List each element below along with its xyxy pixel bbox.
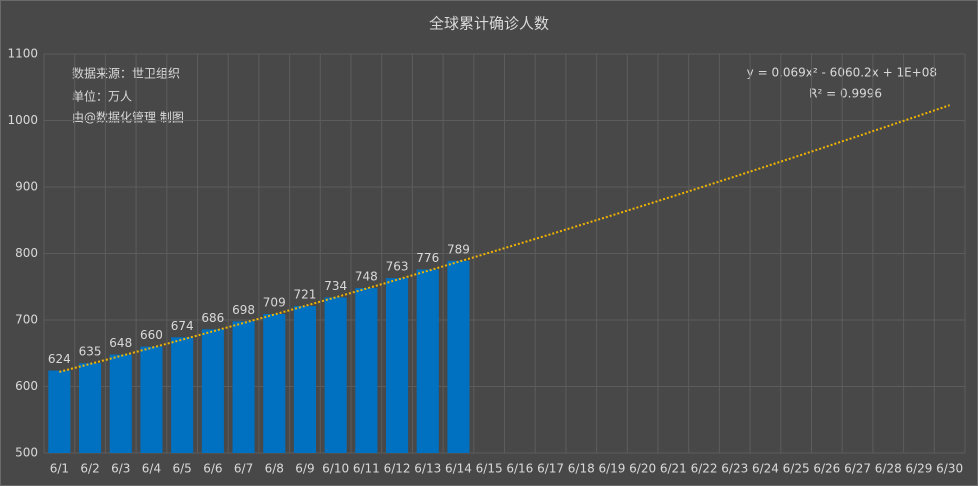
- x-tick-label: 6/5: [172, 462, 191, 476]
- bar: [355, 288, 378, 453]
- x-tick-label: 6/3: [111, 462, 130, 476]
- bar: [78, 363, 102, 453]
- data-label: 776: [416, 251, 439, 265]
- bar: [263, 314, 286, 453]
- data-label: 748: [355, 270, 378, 284]
- data-label: 648: [109, 336, 132, 350]
- x-tick-label: 6/29: [905, 462, 932, 476]
- x-tick-label: 6/13: [414, 462, 441, 476]
- x-tick-label: 6/17: [537, 462, 564, 476]
- bar: [48, 370, 71, 453]
- x-tick-label: 6/27: [844, 462, 871, 476]
- bar: [171, 337, 194, 453]
- x-tick-label: 6/22: [691, 462, 718, 476]
- x-tick-label: 6/24: [752, 462, 779, 476]
- annotation: 数据来源：世卫组织: [72, 66, 180, 81]
- bar: [232, 321, 255, 453]
- y-tick-label: 700: [15, 313, 38, 327]
- x-tick-label: 6/14: [445, 462, 472, 476]
- data-label: 674: [171, 319, 194, 333]
- x-tick-label: 6/4: [142, 462, 161, 476]
- x-tick-label: 6/25: [783, 462, 810, 476]
- bar: [447, 260, 470, 453]
- y-tick-label: 500: [15, 446, 38, 460]
- bar: [293, 306, 317, 453]
- x-tick-label: 6/1: [50, 462, 69, 476]
- data-label: 698: [232, 303, 255, 317]
- x-tick-label: 6/16: [506, 462, 533, 476]
- data-label: 709: [263, 296, 286, 310]
- data-label: 763: [386, 260, 409, 274]
- bar: [324, 297, 347, 453]
- data-label: 789: [447, 242, 470, 256]
- x-tick-label: 6/8: [265, 462, 284, 476]
- bar: [109, 354, 132, 453]
- x-tick-label: 6/30: [936, 462, 963, 476]
- annotation: 单位：万人: [72, 89, 132, 104]
- x-tick-label: 6/11: [353, 462, 380, 476]
- bar: [140, 346, 163, 453]
- trendline: [59, 104, 950, 373]
- x-tick-label: 6/12: [384, 462, 411, 476]
- y-tick-label: 1100: [7, 47, 38, 61]
- y-tick-label: 600: [15, 379, 38, 393]
- x-tick-label: 6/23: [721, 462, 748, 476]
- x-tick-label: 6/6: [203, 462, 222, 476]
- y-tick-label: 900: [15, 180, 38, 194]
- y-tick-label: 800: [15, 246, 38, 260]
- x-tick-label: 6/2: [80, 462, 99, 476]
- x-tick-label: 6/15: [476, 462, 503, 476]
- data-label: 635: [79, 345, 102, 359]
- bar: [385, 278, 409, 453]
- data-label: 624: [48, 352, 71, 366]
- x-tick-label: 6/18: [568, 462, 595, 476]
- x-tick-label: 6/21: [660, 462, 687, 476]
- data-label: 660: [140, 328, 163, 342]
- x-tick-label: 6/7: [234, 462, 253, 476]
- x-tick-label: 6/19: [598, 462, 625, 476]
- trendline-r2: R² = 0.9996: [809, 87, 882, 101]
- x-tick-label: 6/26: [813, 462, 840, 476]
- x-tick-label: 6/28: [875, 462, 902, 476]
- bar: [201, 329, 224, 453]
- chart-title: 全球累计确诊人数: [429, 15, 549, 33]
- data-label: 734: [324, 279, 347, 293]
- x-tick-label: 6/9: [295, 462, 314, 476]
- x-tick-label: 6/20: [629, 462, 656, 476]
- bar: [416, 269, 439, 453]
- data-label: 721: [293, 288, 316, 302]
- data-label: 686: [201, 311, 224, 325]
- x-tick-label: 6/10: [322, 462, 349, 476]
- y-tick-label: 1000: [7, 113, 38, 127]
